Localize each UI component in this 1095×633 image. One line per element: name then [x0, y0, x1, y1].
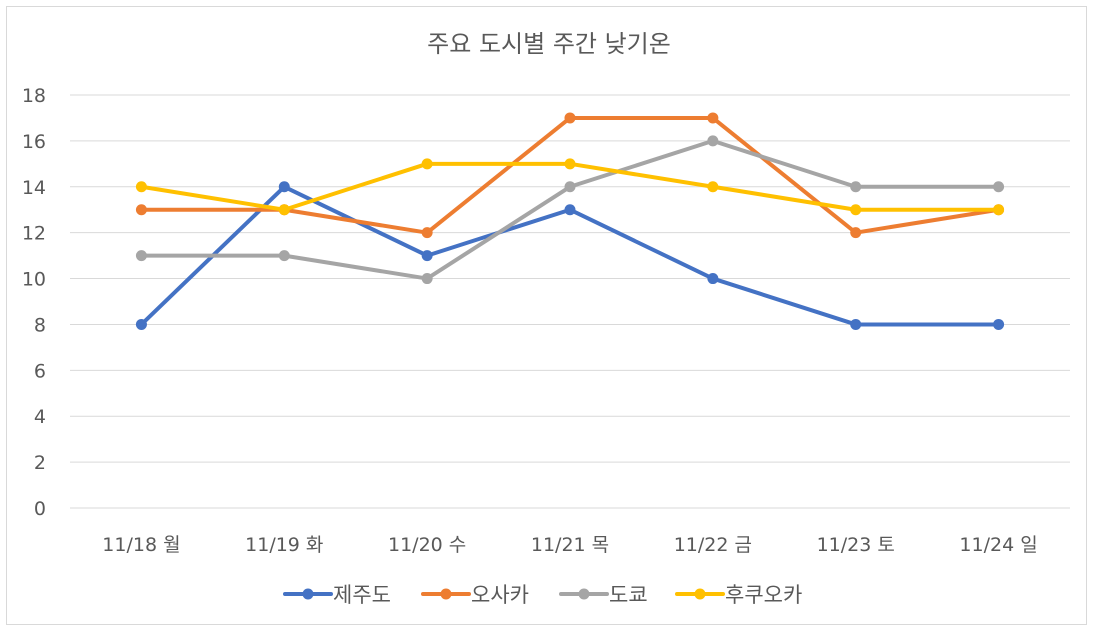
data-point	[850, 204, 862, 216]
y-tick-label: 6	[34, 360, 46, 382]
legend-item: 후쿠오카	[675, 583, 802, 607]
legend-swatch-marker	[440, 588, 452, 600]
data-point	[707, 135, 719, 147]
data-point	[135, 204, 147, 216]
data-point	[278, 250, 290, 262]
series-4	[135, 158, 1005, 216]
data-point	[564, 112, 576, 124]
y-tick-label: 0	[34, 498, 46, 520]
y-tick-label: 4	[34, 406, 46, 428]
y-tick-label: 8	[34, 314, 46, 336]
data-point	[850, 181, 862, 193]
data-point	[707, 112, 719, 124]
data-point	[278, 181, 290, 193]
x-tick-label: 11/21 목	[531, 534, 609, 556]
data-point	[993, 181, 1005, 193]
data-point	[421, 250, 433, 262]
series-3	[135, 135, 1005, 285]
x-tick-label: 11/22 금	[674, 534, 752, 556]
legend-swatch-marker	[302, 588, 314, 600]
data-point	[421, 273, 433, 285]
legend-item: 제주도	[283, 583, 391, 607]
x-tick-label: 11/24 일	[959, 534, 1037, 556]
x-tick-label: 11/18 월	[102, 534, 180, 556]
y-tick-label: 12	[22, 223, 46, 245]
chart-frame	[6, 6, 1087, 625]
data-point	[564, 158, 576, 170]
x-tick-label: 11/20 수	[388, 534, 466, 556]
legend-item: 오사카	[421, 583, 529, 607]
series-1	[135, 181, 1005, 330]
legend-label: 도쿄	[609, 583, 648, 607]
data-point	[993, 204, 1005, 216]
data-point	[421, 158, 433, 170]
legend-item: 도쿄	[559, 583, 648, 607]
legend-label: 제주도	[333, 583, 391, 607]
x-axis-ticks: 11/18 월 11/19 화 11/20 수 11/21 목 11/22 금 11/23…	[102, 534, 1037, 556]
data-point	[850, 318, 862, 330]
chart-title: 주요 도시별 주간 낮기온	[427, 30, 671, 58]
legend-swatch-marker	[578, 588, 590, 600]
data-point	[564, 204, 576, 216]
data-point	[707, 181, 719, 193]
data-point	[707, 273, 719, 285]
data-point	[278, 204, 290, 216]
data-point	[135, 318, 147, 330]
data-point	[564, 181, 576, 193]
data-point	[421, 227, 433, 239]
y-tick-label: 14	[22, 177, 46, 199]
gridlines	[70, 94, 1070, 509]
y-tick-label: 2	[34, 452, 46, 474]
y-tick-label: 10	[22, 269, 46, 291]
series-group	[135, 112, 1005, 330]
y-tick-label: 18	[22, 85, 46, 107]
legend: 제주도 오사카 도쿄 후쿠오카	[283, 583, 802, 607]
series-line	[139, 115, 1001, 235]
legend-label: 후쿠오카	[725, 583, 802, 607]
data-point	[850, 227, 862, 239]
series-2	[135, 112, 1005, 239]
data-point	[135, 250, 147, 262]
y-axis-ticks: 0 2 4 6 8 10 12 14 16 18	[22, 85, 46, 520]
y-tick-label: 16	[22, 131, 46, 153]
legend-swatch-marker	[694, 588, 706, 600]
data-point	[135, 181, 147, 193]
x-tick-label: 11/23 토	[817, 534, 895, 556]
legend-label: 오사카	[471, 583, 529, 607]
x-tick-label: 11/19 화	[245, 534, 323, 556]
data-point	[993, 318, 1005, 330]
